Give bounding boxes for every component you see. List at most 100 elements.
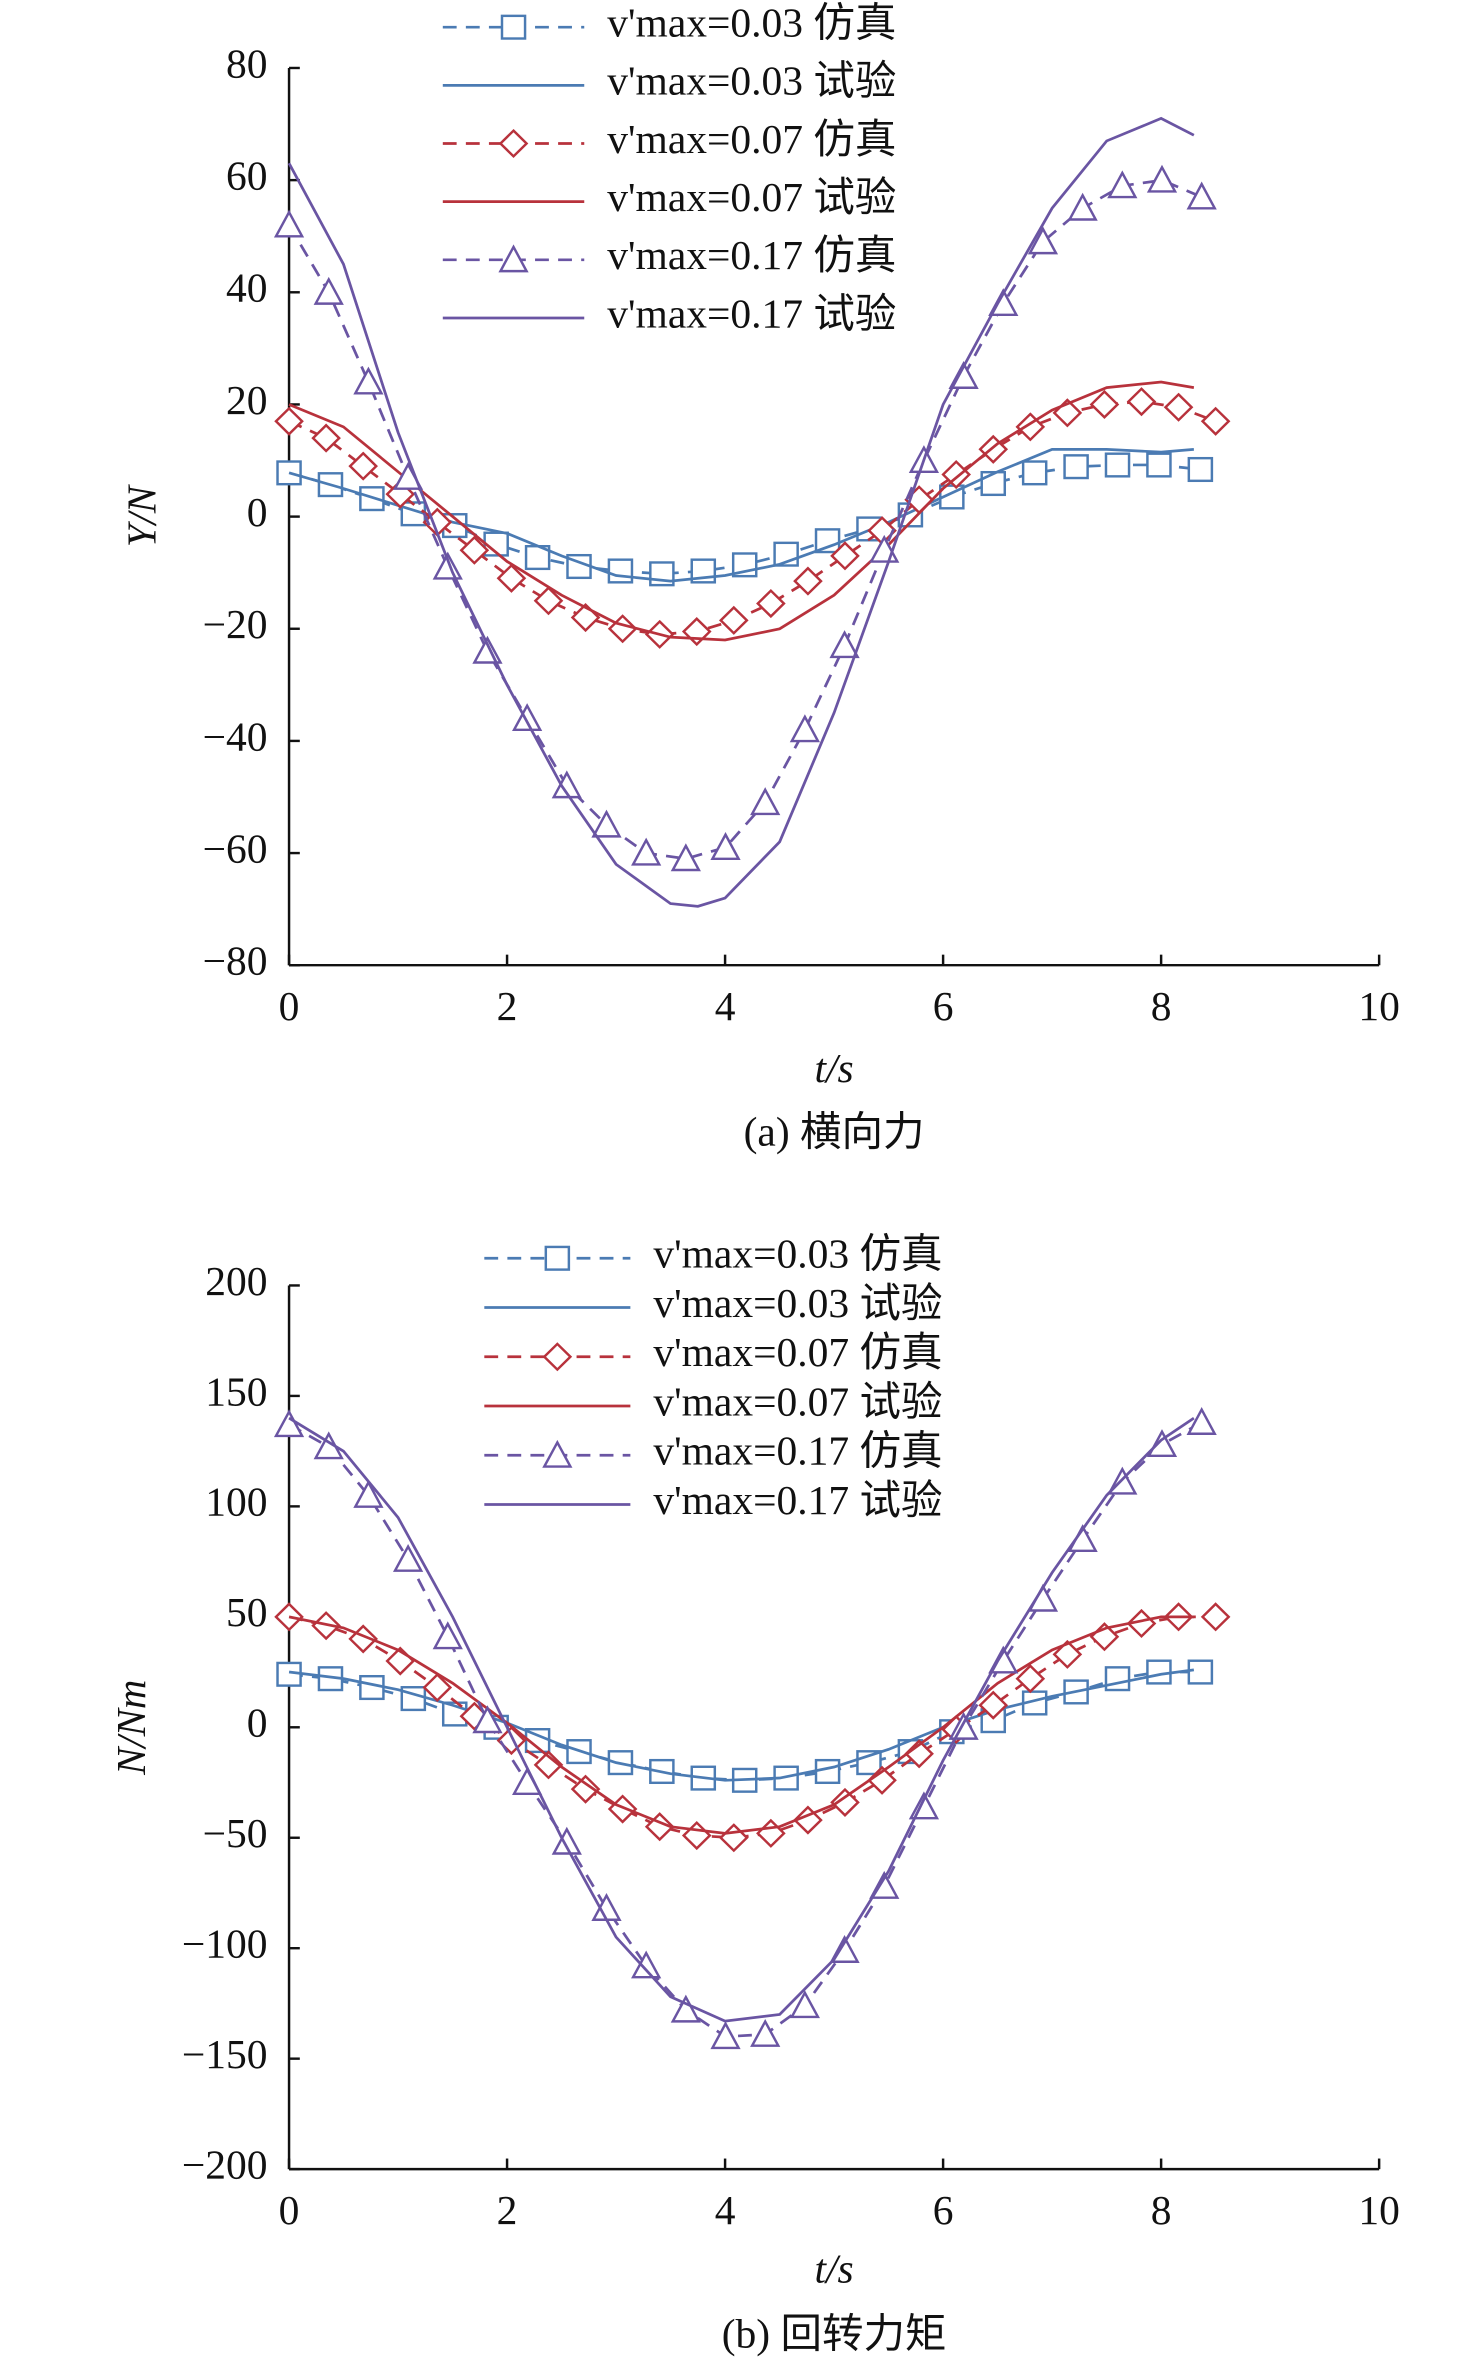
x-tick-label: 8	[1151, 2187, 1172, 2233]
legend-label: v'max=0.03 试验	[653, 1280, 942, 1326]
y-tick-label: 0	[247, 489, 268, 535]
y-tick-label: −150	[182, 2031, 268, 2077]
y-tick-label: −100	[182, 1921, 268, 1967]
marker-triangle	[948, 360, 979, 389]
marker-diamond	[1089, 389, 1120, 419]
marker-triangle	[750, 787, 781, 816]
marker-triangle	[829, 630, 860, 659]
series-line	[288, 1421, 1203, 2039]
x-tick-label: 6	[933, 2187, 954, 2233]
marker-triangle	[273, 209, 305, 238]
y-tick-label: 80	[226, 41, 268, 87]
marker-square	[607, 558, 634, 584]
marker-square	[814, 1758, 841, 1785]
marker-triangle	[273, 1409, 305, 1438]
marker-diamond	[533, 586, 564, 616]
marker-diamond	[570, 1774, 601, 1804]
marker-square	[1187, 456, 1214, 483]
marker-diamond	[1015, 1664, 1046, 1694]
marker-diamond	[793, 566, 823, 596]
y-axis-label: N/Nm	[107, 1680, 153, 1776]
x-tick-label: 8	[1151, 983, 1172, 1029]
x-tick-label: 10	[1358, 983, 1400, 1029]
marker-triangle	[670, 1994, 701, 2023]
marker-triangle	[512, 1767, 543, 1796]
caption: (b) 回转力矩	[722, 2311, 947, 2358]
series-line	[288, 380, 1195, 642]
marker-diamond	[830, 1787, 860, 1817]
y-axis-label: Y/N	[118, 483, 164, 547]
legend-label: v'max=0.07 试验	[653, 1379, 942, 1425]
marker-triangle	[750, 2018, 781, 2047]
legend-label: v'max=0.03 试验	[607, 58, 896, 104]
marker-triangle	[1107, 170, 1138, 199]
marker-triangle	[710, 832, 741, 861]
marker-diamond	[1052, 1639, 1083, 1669]
legend-label: v'max=0.17 试验	[653, 1477, 942, 1523]
marker-diamond	[459, 535, 490, 565]
series-line	[288, 1668, 1195, 1782]
marker-triangle	[591, 809, 622, 838]
series-line	[287, 116, 1195, 908]
y-tick-label: 60	[226, 153, 268, 199]
x-tick-label: 0	[279, 983, 300, 1029]
marker-diamond	[348, 451, 378, 481]
y-tick-label: −40	[203, 714, 268, 760]
marker-triangle	[512, 703, 543, 732]
marker-diamond	[681, 1820, 712, 1851]
marker-square	[1063, 454, 1089, 480]
marker-diamond	[498, 128, 529, 159]
marker-diamond	[1200, 1602, 1231, 1632]
y-tick-label: 0	[247, 1700, 268, 1746]
x-tick-label: 4	[715, 983, 736, 1029]
y-tick-label: 100	[205, 1479, 267, 1525]
marker-diamond	[542, 1342, 573, 1372]
x-tick-label: 10	[1358, 2187, 1400, 2233]
marker-triangle	[1186, 1407, 1217, 1435]
marker-triangle	[551, 1826, 582, 1855]
marker-triangle	[1027, 226, 1059, 255]
marker-diamond	[1126, 387, 1157, 417]
marker-diamond	[756, 1818, 786, 1848]
marker-triangle	[432, 1621, 463, 1650]
marker-diamond	[756, 588, 786, 619]
marker-diamond	[311, 423, 341, 453]
marker-triangle	[631, 1950, 662, 1979]
marker-diamond	[607, 1794, 638, 1824]
marker-diamond	[274, 406, 304, 436]
legend-label: v'max=0.07 试验	[607, 174, 896, 220]
x-tick-label: 2	[497, 2187, 518, 2233]
marker-diamond	[496, 563, 527, 593]
legend-label: v'max=0.17 仿真	[653, 1428, 942, 1474]
marker-triangle	[631, 837, 662, 866]
y-tick-label: −60	[203, 826, 268, 872]
marker-diamond	[1163, 392, 1194, 422]
marker-diamond	[274, 1602, 304, 1632]
x-axis-label: t/s	[814, 1045, 853, 1091]
marker-square	[1146, 1659, 1172, 1685]
marker-diamond	[607, 614, 638, 644]
marker-triangle	[1146, 1429, 1178, 1458]
marker-square	[500, 14, 527, 40]
marker-diamond	[830, 541, 860, 571]
marker-square	[980, 470, 1007, 497]
x-tick-label: 6	[933, 983, 954, 1029]
marker-triangle	[353, 366, 384, 395]
legend-label: v'max=0.03 仿真	[607, 0, 896, 45]
marker-triangle	[432, 551, 463, 580]
marker-diamond	[718, 1823, 749, 1853]
y-tick-label: 20	[226, 377, 268, 423]
x-tick-label: 4	[715, 2187, 736, 2233]
marker-triangle	[829, 1934, 860, 1963]
caption: (a) 横向力	[744, 1109, 925, 1156]
marker-diamond	[1200, 406, 1231, 436]
marker-square	[1187, 1659, 1214, 1685]
marker-triangle	[1146, 164, 1178, 193]
marker-triangle	[710, 2021, 741, 2050]
y-tick-label: 150	[205, 1369, 267, 1415]
marker-triangle	[542, 1439, 573, 1468]
legend-label: v'max=0.07 仿真	[607, 116, 896, 162]
marker-triangle	[472, 1705, 503, 1734]
y-tick-label: −200	[182, 2142, 268, 2188]
